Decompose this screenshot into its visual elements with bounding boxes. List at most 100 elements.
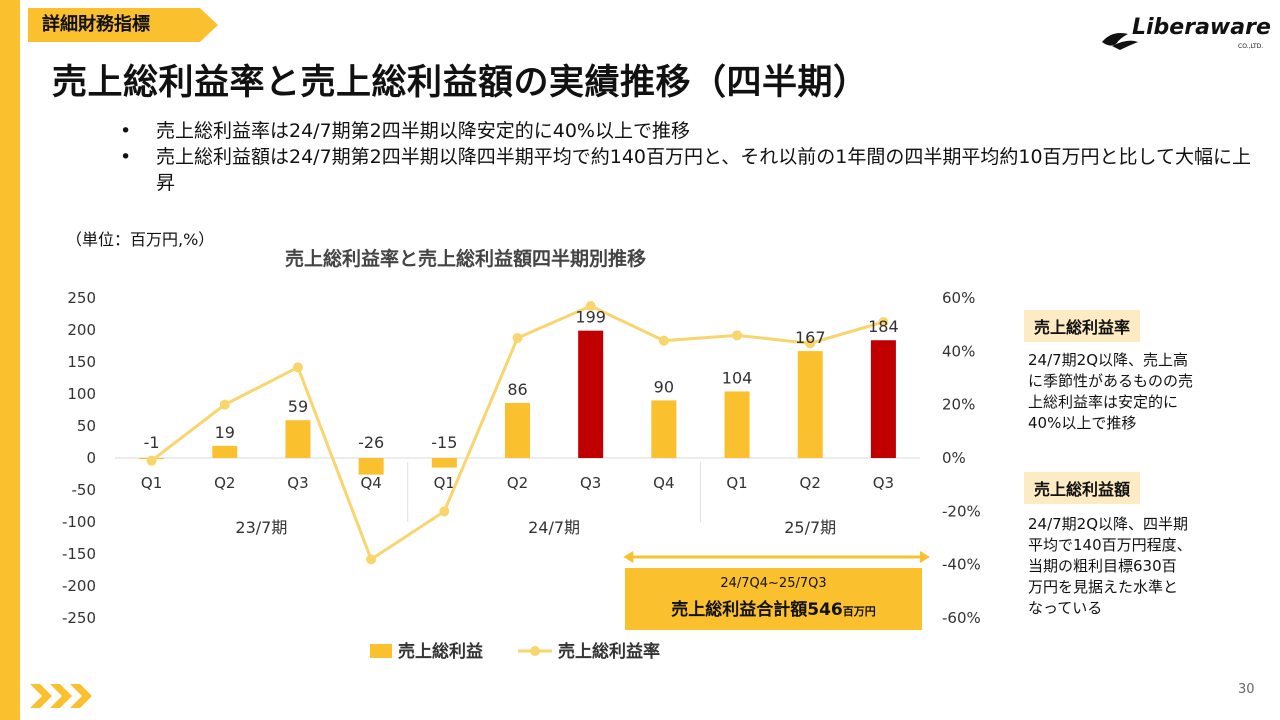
page-title: 売上総利益率と売上総利益額の実績推移（四半期） xyxy=(52,63,869,103)
bar-data-label: -26 xyxy=(358,433,384,452)
bullet-text: 売上総利益率は24/7期第2四半期以降安定的に40%以上で推移 xyxy=(156,120,690,142)
bar-data-label: -15 xyxy=(431,433,457,452)
bullet-item: • 売上総利益額は24/7期第2四半期以降四半期平均で約140百万円と、それ以前… xyxy=(120,144,1266,196)
logo-subtext: CO.,LTD. xyxy=(1238,43,1263,50)
x-tick-label: Q3 xyxy=(873,474,894,492)
chart-title: 売上総利益率と売上総利益額四半期別推移 xyxy=(285,248,647,270)
bullet-list: • 売上総利益率は24/7期第2四半期以降安定的に40%以上で推移 • 売上総利… xyxy=(120,118,1266,196)
bar xyxy=(578,330,604,458)
bar-data-label: 90 xyxy=(654,377,674,396)
x-tick-label: Q1 xyxy=(726,474,747,492)
x-tick-label: Q3 xyxy=(580,474,601,492)
liberaware-logo: Liberaware CO.,LTD. xyxy=(1102,15,1270,50)
bar-data-label: 86 xyxy=(507,380,527,399)
rate-point xyxy=(732,330,743,341)
legend-line-marker xyxy=(530,646,540,656)
bar-data-label: -1 xyxy=(144,433,160,452)
bar-data-label: 167 xyxy=(795,328,826,347)
rate-point xyxy=(366,554,377,565)
x-tick-label: Q4 xyxy=(360,474,381,492)
bullet-text: 売上総利益額は24/7期第2四半期以降四半期平均で約140百万円と、それ以前の1… xyxy=(156,146,1251,194)
logo-text: Liberaware xyxy=(1132,15,1270,40)
bar-data-label: 59 xyxy=(288,397,308,416)
y-left-tick-label: -250 xyxy=(62,609,96,627)
y-left-tick-label: 100 xyxy=(67,385,96,403)
bar xyxy=(870,340,896,458)
group-label: 24/7期 xyxy=(528,518,580,537)
bar-data-label: 104 xyxy=(722,368,753,387)
unit-note: （単位：百万円,%） xyxy=(66,230,215,249)
callout-period: 24/7Q4~25/7Q3 xyxy=(720,576,827,591)
legend-bar-label: 売上総利益 xyxy=(398,641,483,662)
left-accent-bar xyxy=(0,0,20,720)
y-left-tick-label: 200 xyxy=(67,321,96,339)
x-tick-label: Q2 xyxy=(214,474,235,492)
bar xyxy=(285,420,311,458)
rate-point xyxy=(512,333,523,343)
bar xyxy=(431,458,457,468)
callout-total-value: 売上総利益合計額546 xyxy=(671,600,843,620)
rate-point xyxy=(585,301,596,311)
amount-line: 当期の粗利目標630百 xyxy=(1028,557,1177,575)
bar xyxy=(358,458,384,475)
bar-data-label: 199 xyxy=(575,308,606,327)
bullet-dot: • xyxy=(120,146,132,168)
bar-data-label: 184 xyxy=(868,317,899,336)
x-tick-label: Q1 xyxy=(434,474,455,492)
rate-label: 売上総利益率 xyxy=(1024,310,1141,342)
rate-point xyxy=(878,317,889,327)
y-right-tick-label: 0% xyxy=(942,449,966,467)
bar-data-label: 19 xyxy=(215,423,235,442)
total-callout: 24/7Q4~25/7Q3 売上総利益合計額546百万円 xyxy=(625,568,922,630)
rate-point xyxy=(219,399,230,410)
y-left-tick-label: 50 xyxy=(77,417,96,435)
x-tick-label: Q1 xyxy=(141,474,162,492)
y-right-tick-label: -40% xyxy=(942,556,981,574)
combo-chart: 250 200 150 100 50 0 -50 -100 -150 -200 -250 60% 40%… xyxy=(62,289,981,662)
y-right-tick-label: -20% xyxy=(942,502,981,520)
bracket-arrow-right xyxy=(920,551,930,563)
bullet-item: • 売上総利益率は24/7期第2四半期以降安定的に40%以上で推移 xyxy=(120,118,1266,144)
rate-line: に季節性があるものの売 xyxy=(1028,372,1194,390)
y-left-tick-label: -200 xyxy=(62,577,96,595)
x-tick-label: Q3 xyxy=(287,474,308,492)
y-left-tick-label: 250 xyxy=(67,289,96,307)
amount-line: 平均で140百万円程度、 xyxy=(1028,536,1192,554)
amount-description: 24/7期2Q以降、四半期 平均で140百万円程度、 当期の粗利目標630百 万… xyxy=(1028,514,1192,619)
legend-line-label: 売上総利益率 xyxy=(558,641,660,662)
rate-description: 24/7期2Q以降、売上高 に季節性があるものの売 上総利益率は安定的に 40%… xyxy=(1028,350,1193,434)
y-left-tick-label: -100 xyxy=(62,513,96,531)
chevron-arrows-icon xyxy=(30,684,92,708)
bullet-dot: • xyxy=(120,120,132,142)
callout-total-unit: 百万円 xyxy=(842,605,876,618)
page-number: 30 xyxy=(1238,682,1255,697)
bar xyxy=(724,391,750,458)
bar xyxy=(212,445,238,458)
x-tick-label: Q4 xyxy=(653,474,674,492)
amount-line: なっている xyxy=(1028,599,1103,617)
y-left-tick-label: 0 xyxy=(86,449,96,467)
rate-line: 上総利益率は安定的に xyxy=(1028,393,1179,411)
group-label: 23/7期 xyxy=(235,518,287,537)
rate-point xyxy=(292,362,303,373)
y-left-tick-label: -50 xyxy=(72,481,97,499)
callout-total: 売上総利益合計額546百万円 xyxy=(625,595,922,620)
amount-line: 24/7期2Q以降、四半期 xyxy=(1028,515,1189,533)
amount-line: 万円を見据えた水準と xyxy=(1028,578,1179,596)
rate-point xyxy=(805,338,816,349)
y-left-tick-label: 150 xyxy=(67,353,96,371)
y-left-tick-label: -150 xyxy=(62,545,96,563)
x-tick-label: Q2 xyxy=(507,474,528,492)
bar xyxy=(505,402,530,458)
rate-point xyxy=(658,335,669,346)
y-right-tick-label: 60% xyxy=(942,289,975,307)
group-label: 25/7期 xyxy=(784,518,836,537)
bar xyxy=(651,400,677,458)
section-tag: 詳細財務指標 xyxy=(28,8,218,42)
legend-bar-swatch xyxy=(370,644,392,658)
amount-label: 売上総利益額 xyxy=(1024,472,1141,504)
rate-line: 24/7期2Q以降、売上高 xyxy=(1028,351,1189,369)
bar xyxy=(797,351,823,458)
y-right-tick-label: 40% xyxy=(942,342,975,360)
y-right-tick-label: 20% xyxy=(942,396,975,414)
